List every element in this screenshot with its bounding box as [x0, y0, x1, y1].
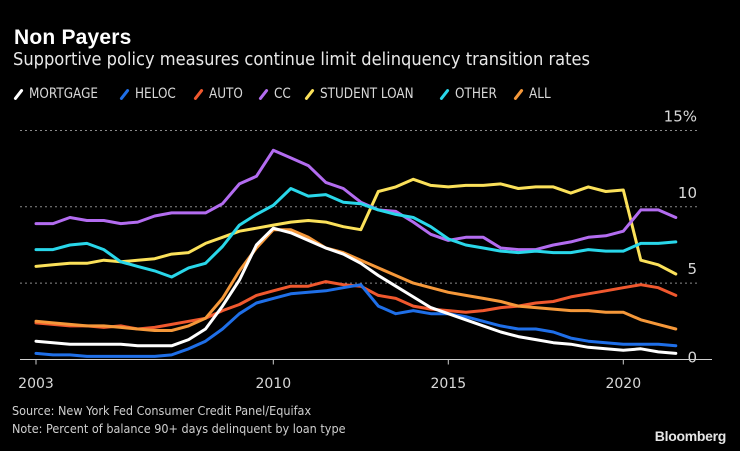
legend-label: AUTO	[208, 86, 243, 102]
legend-label: ALL	[529, 86, 551, 102]
chart-title: Non Payers	[14, 26, 132, 49]
legend-label: CC	[274, 86, 291, 102]
x-tick-label: 2010	[255, 376, 291, 392]
series-line-heloc	[34, 283, 678, 358]
series-line-mortgage	[34, 226, 678, 355]
legend-item-student-loan: STUDENT LOAN	[303, 86, 429, 102]
legend-item-heloc: HELOC	[118, 86, 182, 102]
footnote: Note: Percent of balance 90+ days delinq…	[12, 421, 346, 436]
legend: MORTGAGE HELOC AUTO CC STUDENT LOAN OTHER ALL	[12, 86, 563, 102]
y-tick-label: 0	[687, 349, 697, 367]
series-line-other	[34, 187, 678, 279]
legend-item-other: OTHER	[438, 86, 504, 102]
x-tick-label: 2015	[430, 376, 466, 392]
x-tick-label: 2003	[18, 376, 54, 392]
legend-label: HELOC	[135, 86, 177, 102]
series-line-all	[34, 228, 678, 332]
legend-label: STUDENT LOAN	[319, 86, 414, 102]
source-note: Source: New York Fed Consumer Credit Pan…	[12, 403, 312, 418]
legend-item-cc: CC	[257, 86, 294, 102]
series-line-student-loan	[34, 177, 678, 276]
legend-label: OTHER	[454, 86, 497, 102]
legend-label: MORTGAGE	[29, 86, 99, 102]
legend-item-mortgage: MORTGAGE	[12, 86, 109, 102]
series-line-auto	[34, 280, 678, 331]
y-tick-label: 5	[687, 260, 697, 278]
chart-subtitle: Supportive policy measures continue limi…	[13, 50, 590, 70]
series-line-cc	[34, 148, 678, 252]
x-tick-label: 2020	[605, 376, 641, 392]
legend-item-auto: AUTO	[192, 86, 248, 102]
y-tick-label: 15%	[664, 107, 697, 125]
y-tick-label: 10	[678, 184, 697, 202]
bloomberg-logo: Bloomberg	[654, 428, 727, 444]
legend-item-all: ALL	[512, 86, 554, 102]
